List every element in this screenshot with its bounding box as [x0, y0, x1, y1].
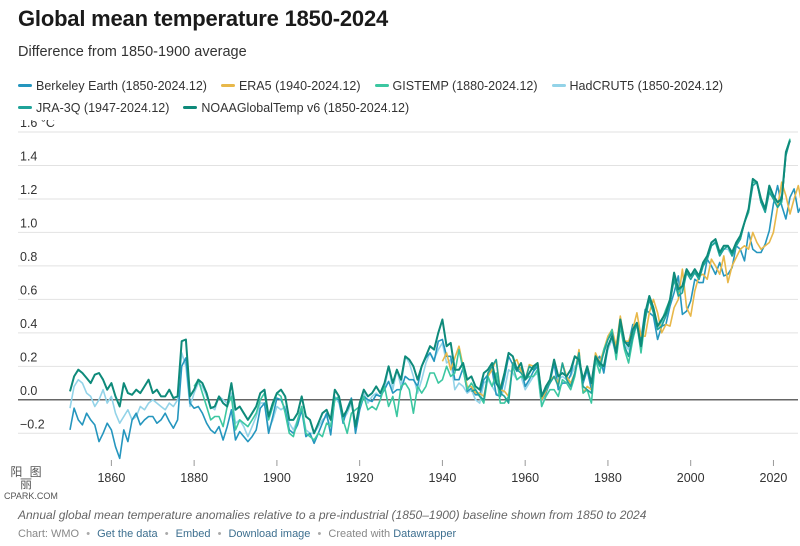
y-tick-label: −0.2: [20, 417, 45, 431]
legend-label: JRA-3Q (1947-2024.12): [36, 101, 170, 115]
watermark-bottom: CPARK.COM: [4, 491, 58, 501]
series-line: [69, 184, 800, 460]
download-image-link[interactable]: Download image: [228, 528, 311, 540]
y-tick-label: 0.8: [20, 250, 37, 264]
series-line: [441, 181, 800, 401]
series-line: [471, 140, 791, 404]
x-tick-label: 1960: [511, 471, 539, 485]
chart-footer: Chart: WMO • Get the data • Embed • Down…: [18, 528, 456, 540]
chart-subtitle: Difference from 1850-1900 average: [18, 44, 247, 60]
y-tick-label: 0.0: [20, 384, 37, 398]
legend-swatch: [18, 106, 32, 110]
legend-label: HadCRUT5 (1850-2024.12): [569, 79, 724, 93]
legend-swatch: [220, 84, 235, 88]
watermark-logo: 阳 图 丽 CPARK.COM: [4, 465, 58, 502]
x-tick-label: 2020: [760, 471, 788, 485]
legend-label: GISTEMP (1880-2024.12): [392, 79, 538, 93]
legend-item[interactable]: NOAAGlobalTemp v6 (1850-2024.12): [183, 97, 409, 119]
legend-item[interactable]: Berkeley Earth (1850-2024.12): [18, 75, 207, 97]
legend-label: Berkeley Earth (1850-2024.12): [36, 79, 207, 93]
legend-swatch: [374, 84, 389, 88]
datawrapper-link[interactable]: Datawrapper: [393, 528, 457, 540]
legend: Berkeley Earth (1850-2024.12) ERA5 (1940-…: [18, 75, 788, 119]
footer-separator: •: [164, 528, 169, 540]
gridlines: [18, 131, 798, 434]
x-tick-label: 1980: [594, 471, 622, 485]
chart-source: Chart: WMO: [18, 528, 80, 540]
y-axis-ticks: 1.6 °C 1.4 1.2 1.0 0.8 0.6 0.4 0.2 0.0 −0.2: [20, 120, 55, 431]
footer-separator: •: [217, 528, 222, 540]
get-data-link[interactable]: Get the data: [97, 528, 158, 540]
x-tick-label: 1900: [263, 471, 291, 485]
legend-item[interactable]: JRA-3Q (1947-2024.12): [18, 97, 169, 119]
x-axis-ticks: 1860 1880 1900 1920 1940 1960 1980 2000 2020: [97, 460, 787, 485]
footer-separator: •: [86, 528, 91, 540]
y-tick-label: 1.6 °C: [20, 120, 55, 130]
legend-item[interactable]: ERA5 (1940-2024.12): [220, 75, 361, 97]
legend-item[interactable]: HadCRUT5 (1850-2024.12): [551, 75, 724, 97]
watermark-top: 阳 图 丽: [10, 465, 44, 491]
legend-swatch: [18, 84, 32, 88]
legend-label: ERA5 (1940-2024.12): [238, 79, 361, 93]
x-tick-label: 1860: [97, 471, 125, 485]
y-tick-label: 0.4: [20, 317, 37, 331]
legend-swatch: [551, 84, 566, 88]
footer-separator: •: [317, 528, 322, 540]
chart-title: Global mean temperature 1850-2024: [18, 6, 389, 31]
series-lines: [69, 138, 800, 460]
legend-swatch: [183, 106, 198, 110]
x-tick-label: 1880: [180, 471, 208, 485]
x-tick-label: 2000: [677, 471, 705, 485]
x-tick-label: 1940: [429, 471, 457, 485]
embed-link[interactable]: Embed: [175, 528, 211, 540]
line-chart: 1.6 °C1.41.21.00.80.60.40.20.0−0.2 1860 1…: [18, 120, 800, 485]
x-tick-label: 1920: [346, 471, 374, 485]
y-tick-label: 1.0: [20, 216, 37, 230]
series-line: [69, 140, 791, 435]
y-tick-label: 1.4: [20, 149, 37, 163]
chart-caption: Annual global mean temperature anomalies…: [18, 508, 647, 522]
legend-item[interactable]: GISTEMP (1880-2024.12): [374, 75, 538, 97]
legend-label: NOAAGlobalTemp v6 (1850-2024.12): [201, 101, 410, 115]
y-tick-label: 0.2: [20, 350, 37, 364]
y-tick-label: 1.2: [20, 183, 37, 197]
created-with-text: Created with: [328, 528, 394, 540]
y-tick-label: 0.6: [20, 283, 37, 297]
